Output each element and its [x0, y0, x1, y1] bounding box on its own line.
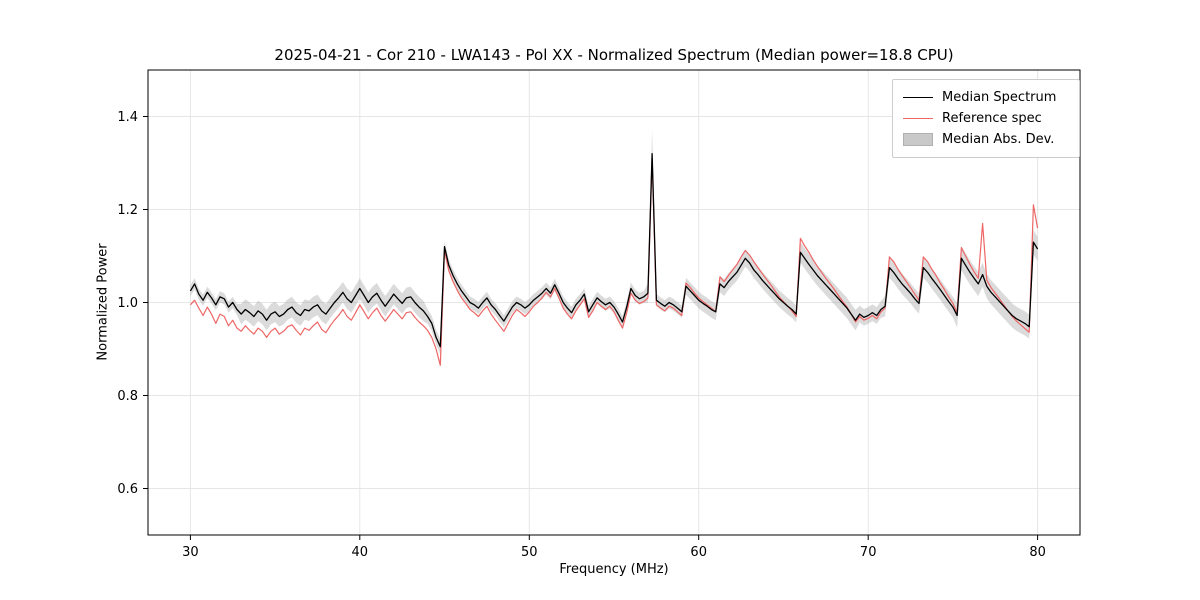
median-spectrum-line — [189, 153, 1039, 348]
legend: Median Spectrum Reference spec Median Ab… — [892, 79, 1080, 158]
x-tick-label: 30 — [182, 545, 199, 560]
x-tick-label: 40 — [352, 545, 369, 560]
mad-patch-swatch — [903, 133, 933, 146]
mad-band — [190, 129, 1038, 355]
x-tick-label: 50 — [521, 545, 538, 560]
reference-spec-line — [189, 157, 1039, 366]
x-tick-label: 80 — [1029, 545, 1046, 560]
y-tick-label: 1.2 — [117, 203, 138, 218]
legend-label: Median Spectrum — [942, 90, 1057, 105]
y-tick-label: 1.4 — [117, 110, 138, 125]
legend-label: Median Abs. Dev. — [942, 132, 1055, 147]
x-tick-label: 70 — [860, 545, 877, 560]
legend-item-reference-spec: Reference spec — [903, 108, 1069, 129]
legend-item-median-spectrum: Median Spectrum — [903, 87, 1069, 108]
y-tick-label: 0.8 — [117, 389, 138, 404]
x-axis-label: Frequency (MHz) — [559, 562, 669, 577]
median-spectrum-line-swatch — [903, 97, 933, 98]
chart-title: 2025-04-21 - Cor 210 - LWA143 - Pol XX -… — [274, 46, 954, 64]
y-tick-label: 1.0 — [117, 296, 138, 311]
y-tick-label: 0.6 — [117, 482, 138, 497]
legend-item-mad: Median Abs. Dev. — [903, 129, 1069, 150]
x-tick-label: 60 — [690, 545, 707, 560]
legend-label: Reference spec — [942, 111, 1042, 126]
reference-spec-line-swatch — [903, 118, 933, 119]
